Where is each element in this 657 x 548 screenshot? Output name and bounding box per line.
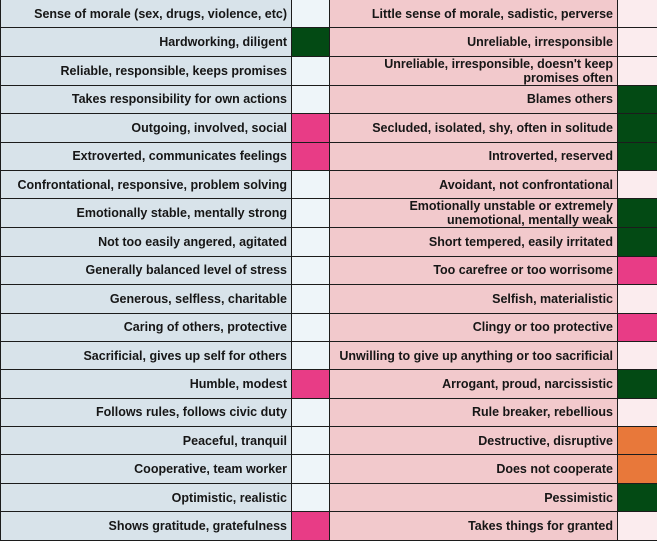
positive-mark-swatch	[291, 454, 330, 484]
table-row: Peaceful, tranquil Destructive, disruptiv…	[0, 426, 657, 456]
negative-mark-swatch	[617, 227, 657, 257]
negative-trait-cell: Blames others	[329, 84, 618, 115]
positive-trait-cell: Humble, modest	[0, 369, 292, 399]
negative-mark-swatch	[617, 454, 657, 484]
positive-trait-cell: Sense of morale (sex, drugs, violence, e…	[0, 0, 292, 29]
table-row: Optimistic, realistic Pessimistic	[0, 482, 657, 513]
positive-trait-cell: Not too easily angered, agitated	[0, 227, 292, 257]
negative-trait-cell: Destructive, disruptive	[329, 426, 618, 456]
negative-mark-swatch	[617, 27, 657, 57]
positive-mark-swatch	[291, 84, 330, 115]
negative-trait-cell: Selfish, materialistic	[329, 284, 618, 314]
table-row: Sacrificial, gives up self for others Unw…	[0, 340, 657, 371]
positive-mark-swatch	[291, 227, 330, 257]
table-row: Generous, selfless, charitable Selfish, m…	[0, 284, 657, 314]
negative-trait-cell: Little sense of morale, sadistic, perver…	[329, 0, 618, 29]
positive-trait-cell: Confrontational, responsive, problem sol…	[0, 169, 292, 200]
table-row: Hardworking, diligent Unreliable, irrespo…	[0, 27, 657, 57]
positive-trait-cell: Takes responsibility for own actions	[0, 84, 292, 115]
positive-mark-swatch	[291, 369, 330, 399]
negative-trait-cell: Too carefree or too worrisome	[329, 255, 618, 286]
positive-mark-swatch	[291, 113, 330, 143]
table-row: Sense of morale (sex, drugs, violence, e…	[0, 0, 657, 29]
table-row: Confrontational, responsive, problem sol…	[0, 169, 657, 200]
positive-trait-cell: Generous, selfless, charitable	[0, 284, 292, 314]
negative-mark-swatch	[617, 284, 657, 314]
positive-trait-cell: Sacrificial, gives up self for others	[0, 340, 292, 371]
negative-trait-cell: Unreliable, irresponsible, doesn't keep …	[329, 55, 618, 86]
positive-trait-cell: Reliable, responsible, keeps promises	[0, 55, 292, 86]
negative-mark-swatch	[617, 369, 657, 399]
negative-mark-swatch	[617, 141, 657, 171]
positive-trait-cell: Optimistic, realistic	[0, 482, 292, 513]
positive-trait-cell: Emotionally stable, mentally strong	[0, 198, 292, 229]
negative-mark-swatch	[617, 426, 657, 456]
table-row: Follows rules, follows civic duty Rule br…	[0, 397, 657, 428]
negative-trait-cell: Avoidant, not confrontational	[329, 169, 618, 200]
positive-trait-cell: Caring of others, protective	[0, 312, 292, 342]
table-row: Reliable, responsible, keeps promises Unr…	[0, 55, 657, 86]
positive-mark-swatch	[291, 482, 330, 513]
positive-trait-cell: Hardworking, diligent	[0, 27, 292, 57]
positive-trait-cell: Shows gratitude, gratefulness	[0, 511, 292, 541]
positive-mark-swatch	[291, 198, 330, 229]
negative-mark-swatch	[617, 113, 657, 143]
negative-trait-cell: Clingy or too protective	[329, 312, 618, 342]
table-row: Outgoing, involved, social Secluded, isol…	[0, 113, 657, 143]
negative-trait-cell: Secluded, isolated, shy, often in solitu…	[329, 113, 618, 143]
negative-mark-swatch	[617, 0, 657, 29]
negative-trait-cell: Arrogant, proud, narcissistic	[329, 369, 618, 399]
positive-mark-swatch	[291, 27, 330, 57]
negative-trait-cell: Pessimistic	[329, 482, 618, 513]
positive-mark-swatch	[291, 511, 330, 541]
positive-mark-swatch	[291, 0, 330, 29]
negative-mark-swatch	[617, 255, 657, 286]
positive-trait-cell: Follows rules, follows civic duty	[0, 397, 292, 428]
negative-trait-cell: Does not cooperate	[329, 454, 618, 484]
positive-mark-swatch	[291, 397, 330, 428]
negative-trait-cell: Takes things for granted	[329, 511, 618, 541]
table-row: Emotionally stable, mentally strong Emoti…	[0, 198, 657, 229]
table-row: Not too easily angered, agitated Short te…	[0, 227, 657, 257]
positive-mark-swatch	[291, 141, 330, 171]
positive-mark-swatch	[291, 312, 330, 342]
table-row: Shows gratitude, gratefulness Takes thing…	[0, 511, 657, 541]
positive-mark-swatch	[291, 55, 330, 86]
negative-mark-swatch	[617, 84, 657, 115]
negative-trait-cell: Short tempered, easily irritated	[329, 227, 618, 257]
negative-trait-cell: Emotionally unstable or extremely unemot…	[329, 198, 618, 229]
negative-mark-swatch	[617, 397, 657, 428]
positive-mark-swatch	[291, 169, 330, 200]
positive-trait-cell: Cooperative, team worker	[0, 454, 292, 484]
negative-trait-cell: Unreliable, irresponsible	[329, 27, 618, 57]
positive-trait-cell: Peaceful, tranquil	[0, 426, 292, 456]
negative-mark-swatch	[617, 198, 657, 229]
positive-trait-cell: Extroverted, communicates feelings	[0, 141, 292, 171]
negative-mark-swatch	[617, 511, 657, 541]
positive-mark-swatch	[291, 284, 330, 314]
positive-mark-swatch	[291, 255, 330, 286]
positive-trait-cell: Generally balanced level of stress	[0, 255, 292, 286]
table-row: Generally balanced level of stress Too ca…	[0, 255, 657, 286]
negative-trait-cell: Rule breaker, rebellious	[329, 397, 618, 428]
positive-mark-swatch	[291, 426, 330, 456]
table-row: Caring of others, protective Clingy or to…	[0, 312, 657, 342]
negative-mark-swatch	[617, 312, 657, 342]
negative-trait-cell: Introverted, reserved	[329, 141, 618, 171]
negative-trait-cell: Unwilling to give up anything or too sac…	[329, 340, 618, 371]
positive-trait-cell: Outgoing, involved, social	[0, 113, 292, 143]
negative-mark-swatch	[617, 55, 657, 86]
table-row: Cooperative, team worker Does not coopera…	[0, 454, 657, 484]
table-row: Humble, modest Arrogant, proud, narcissis…	[0, 369, 657, 399]
negative-mark-swatch	[617, 169, 657, 200]
table-row: Takes responsibility for own actions Blam…	[0, 84, 657, 115]
negative-mark-swatch	[617, 340, 657, 371]
negative-mark-swatch	[617, 482, 657, 513]
positive-mark-swatch	[291, 340, 330, 371]
table-row: Extroverted, communicates feelings Introv…	[0, 141, 657, 171]
